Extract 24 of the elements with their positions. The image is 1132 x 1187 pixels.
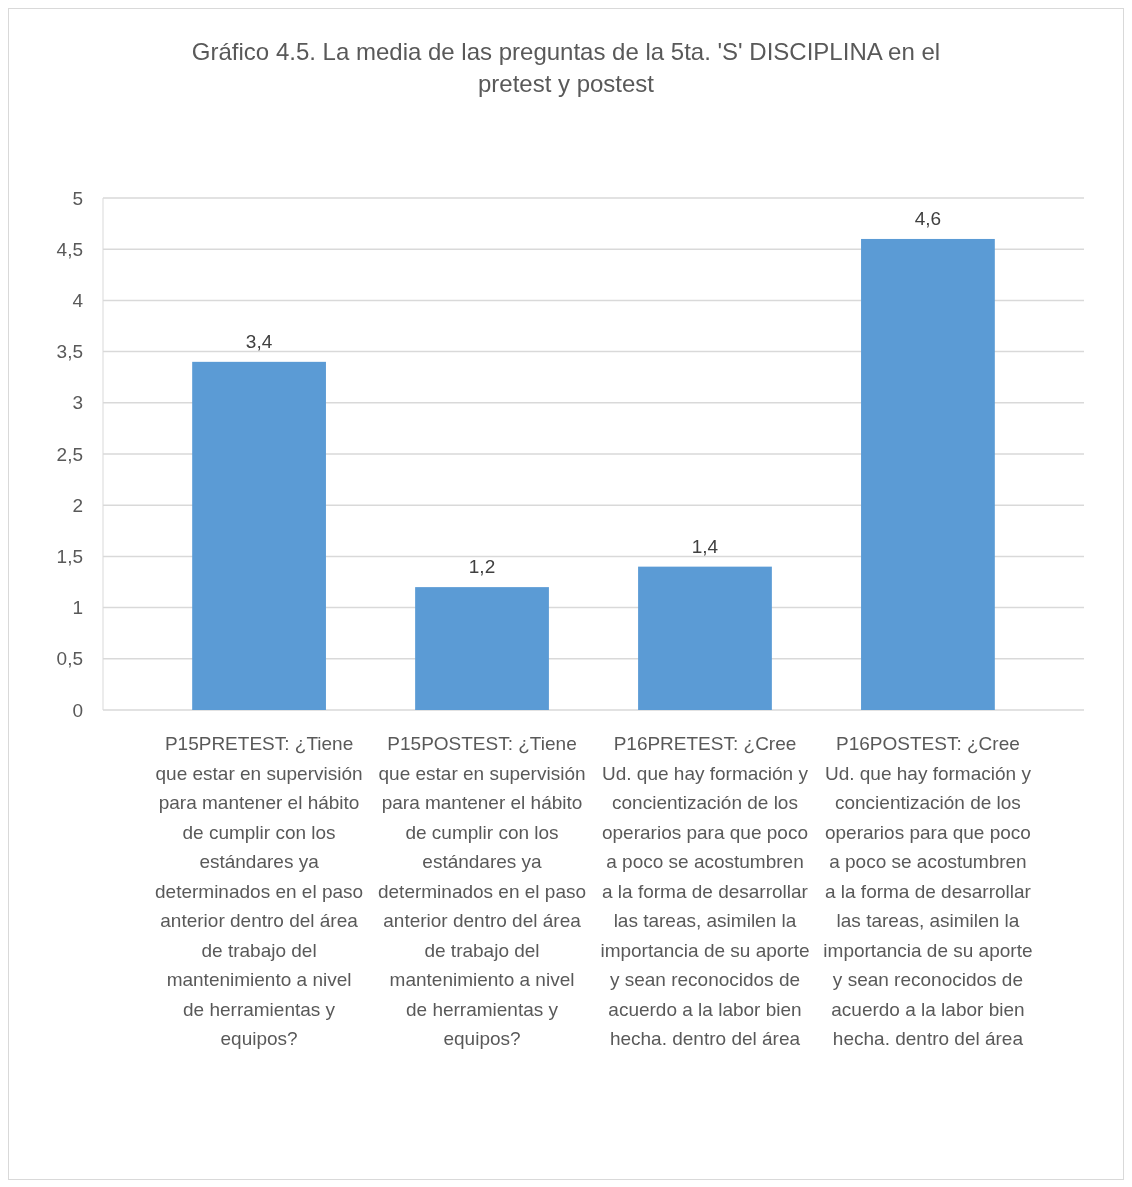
y-tick-label: 0 [72, 699, 83, 721]
category-label: P16POSTEST: ¿Cree Ud. que hay formación y concientización de los operarios para que poco a poco se acostumbren a la forma de desarrollar las tareas, asimilen la importancia de su aporte y sean reconocidos de acuerdo a la labor bien hecha. dentro del área [823, 733, 1033, 1049]
y-tick-label: 0,5 [56, 648, 83, 670]
y-tick-label: 2,5 [56, 443, 83, 465]
data-label: 1,4 [691, 535, 719, 557]
category-label: P16PRETEST: ¿Cree Ud. que hay formación y concientización de los operarios para que poco a poco se acostumbren a la forma de desarrollar las tareas, asimilen la importancia de su aporte y sean reconocidos de acuerdo a la labor bien hecha. dentro del área [600, 733, 810, 1049]
category-label: P15PRETEST: ¿Tiene que estar en supervisión para mantener el hábito de cumplir con los estándares ya determinados en el paso anterior dentro del área de trabajo del mantenimiento a nivel de herramientas y equipos? [155, 733, 364, 1049]
bar [192, 361, 326, 710]
data-label: 3,4 [245, 330, 273, 352]
chart-title: Gráfico 4.5. La media de las preguntas de la 5ta. 'S' DISCIPLINA en el pretest y postest [191, 38, 941, 97]
bar [415, 587, 549, 710]
y-tick-label: 4,5 [56, 238, 83, 260]
y-tick-label: 1 [72, 597, 83, 619]
y-tick-label: 4 [72, 290, 84, 312]
y-tick-label: 3 [72, 392, 83, 414]
bar [638, 566, 772, 710]
data-label: 4,6 [914, 207, 942, 229]
y-tick-label: 5 [72, 187, 83, 209]
y-tick-label: 1,5 [56, 546, 83, 568]
y-tick-label: 2 [72, 494, 83, 516]
bar [861, 238, 995, 710]
y-tick-label: 3,5 [56, 341, 83, 363]
category-label: P15POSTEST: ¿Tiene que estar en supervisión para mantener el hábito de cumplir con los estándares ya determinados en el paso anterior dentro del área de trabajo del mantenimiento a nivel de herramientas y equipos? [377, 733, 587, 1049]
data-label: 1,2 [468, 556, 496, 578]
